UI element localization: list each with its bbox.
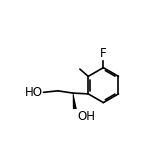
Text: OH: OH — [77, 110, 95, 123]
Text: HO: HO — [25, 86, 43, 99]
Text: F: F — [100, 47, 107, 60]
Polygon shape — [73, 93, 77, 109]
